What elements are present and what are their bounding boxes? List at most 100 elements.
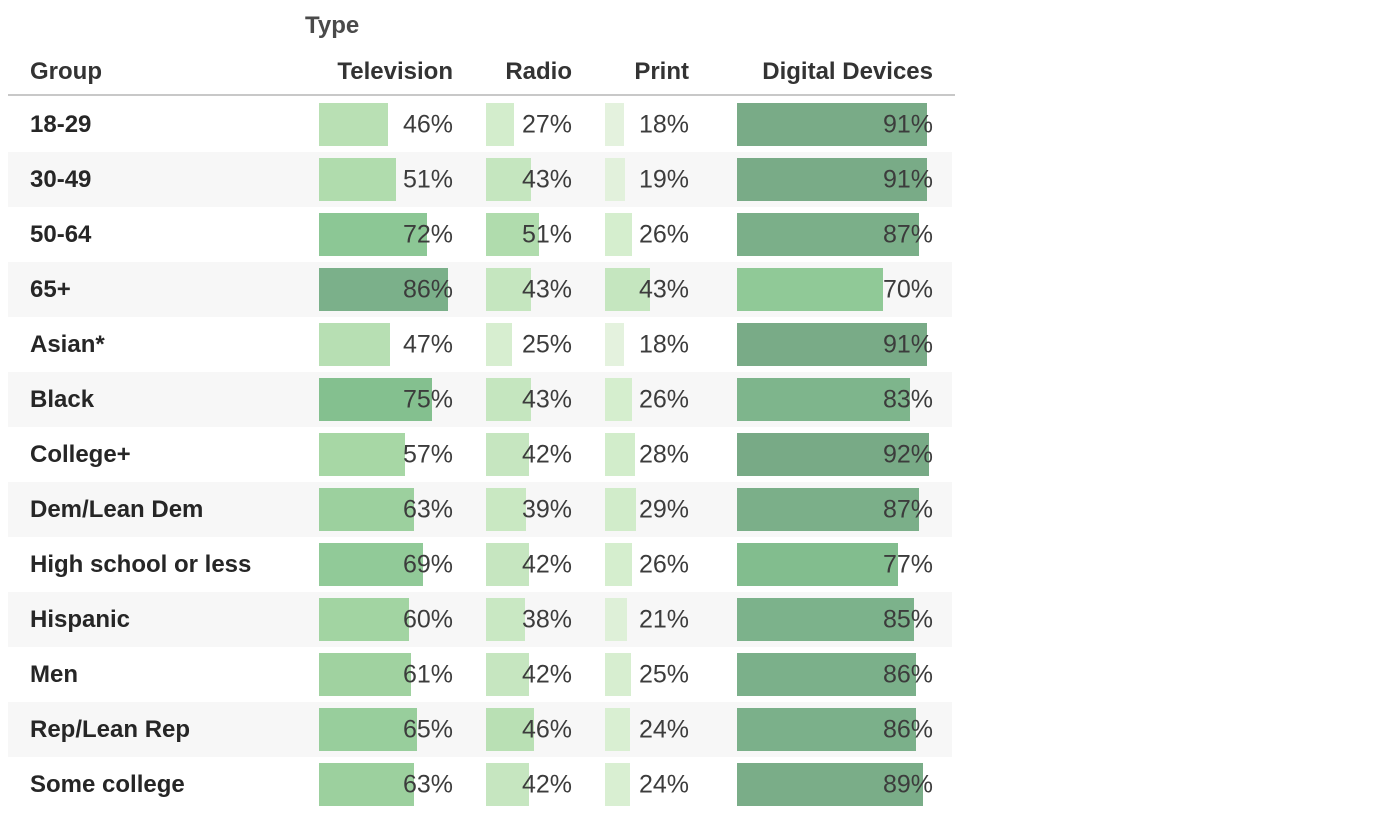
value-label: 91% — [882, 330, 933, 358]
value-bar — [486, 213, 539, 256]
value-bar — [605, 488, 636, 531]
table-row: Rep/Lean Rep 65% 46% 24% 86% — [8, 702, 952, 757]
value-label: 91% — [882, 165, 933, 193]
value-label: 57% — [402, 440, 453, 468]
table-body: 18-29 46% 27% 18% 91% 30-49 51% 43% 19% 91% 50-64 7… — [8, 97, 955, 812]
value-bar — [319, 543, 423, 586]
value-bar — [737, 268, 883, 311]
value-label: 51% — [402, 165, 453, 193]
value-bar — [605, 653, 631, 696]
value-label: 24% — [638, 715, 689, 743]
value-bar — [486, 378, 531, 421]
value-label: 26% — [638, 385, 689, 413]
row-group-label: Dem/Lean Dem — [30, 495, 204, 523]
value-label: 42% — [521, 770, 572, 798]
value-label: 18% — [638, 330, 689, 358]
value-label: 39% — [521, 495, 572, 523]
table-row: 30-49 51% 43% 19% 91% — [8, 152, 952, 207]
column-header-group: Group — [30, 58, 102, 85]
value-label: 43% — [521, 275, 572, 303]
value-bar — [319, 763, 414, 806]
row-group-label: High school or less — [30, 550, 252, 578]
table-row: 65+ 86% 43% 43% 70% — [8, 262, 952, 317]
row-group-label: College+ — [30, 440, 131, 468]
row-group-label: 65+ — [30, 275, 71, 303]
column-header-radio: Radio — [505, 58, 572, 85]
value-bar — [737, 543, 898, 586]
value-bar — [605, 158, 625, 201]
value-label: 24% — [638, 770, 689, 798]
value-label: 29% — [638, 495, 689, 523]
row-group-label: Some college — [30, 770, 185, 798]
value-label: 19% — [638, 165, 689, 193]
table-row: Men 61% 42% 25% 86% — [8, 647, 952, 702]
value-bar — [319, 378, 432, 421]
type-axis-title: Type — [305, 12, 360, 39]
value-bar — [486, 323, 512, 366]
value-label: 38% — [521, 605, 572, 633]
table-row: 18-29 46% 27% 18% 91% — [8, 97, 952, 152]
value-label: 85% — [882, 605, 933, 633]
value-label: 27% — [521, 110, 572, 138]
value-bar — [605, 213, 632, 256]
value-bar — [319, 213, 427, 256]
column-header-row: Group Television Radio Print Digital Dev… — [8, 58, 955, 90]
value-bar — [605, 268, 650, 311]
value-label: 47% — [402, 330, 453, 358]
column-header-television: Television — [337, 58, 453, 85]
value-label: 61% — [402, 660, 453, 688]
value-label: 87% — [882, 495, 933, 523]
row-group-label: Asian* — [30, 330, 105, 358]
value-bar — [319, 268, 448, 311]
value-label: 28% — [638, 440, 689, 468]
table-row: Dem/Lean Dem 63% 39% 29% 87% — [8, 482, 952, 537]
value-label: 60% — [402, 605, 453, 633]
value-label: 65% — [402, 715, 453, 743]
value-label: 63% — [402, 495, 453, 523]
value-bar — [486, 708, 534, 751]
table-row: Some college 63% 42% 24% 89% — [8, 757, 952, 812]
value-bar — [319, 708, 417, 751]
value-bar — [605, 323, 624, 366]
table-row: 50-64 72% 51% 26% 87% — [8, 207, 952, 262]
value-label: 75% — [402, 385, 453, 413]
row-group-label: Rep/Lean Rep — [30, 715, 191, 743]
value-bar — [319, 158, 396, 201]
value-bar — [319, 323, 390, 366]
value-label: 86% — [882, 660, 933, 688]
value-bar — [486, 158, 531, 201]
value-label: 43% — [521, 165, 572, 193]
value-bar — [737, 103, 927, 146]
header-divider — [8, 94, 955, 96]
value-label: 86% — [882, 715, 933, 743]
row-group-label: Black — [30, 385, 95, 413]
value-bar — [605, 598, 627, 641]
value-label: 42% — [521, 440, 572, 468]
table-row: Hispanic 60% 38% 21% 85% — [8, 592, 952, 647]
value-label: 51% — [521, 220, 572, 248]
value-label: 46% — [402, 110, 453, 138]
value-bar — [486, 598, 525, 641]
value-label: 92% — [882, 440, 933, 468]
value-bar — [486, 433, 529, 476]
value-bar — [737, 708, 916, 751]
value-bar — [605, 378, 632, 421]
value-bar — [737, 323, 927, 366]
value-bar — [737, 158, 927, 201]
row-group-label: 18-29 — [30, 110, 92, 138]
table-container: Type Group Television Radio Print Digita… — [8, 0, 955, 816]
value-bar — [737, 763, 923, 806]
value-label: 77% — [882, 550, 933, 578]
value-bar — [737, 598, 914, 641]
value-bar — [486, 488, 526, 531]
table-row: Asian* 47% 25% 18% 91% — [8, 317, 952, 372]
value-label: 26% — [638, 220, 689, 248]
value-bar — [737, 488, 919, 531]
value-bar — [737, 653, 916, 696]
value-label: 42% — [521, 550, 572, 578]
table-row: Black 75% 43% 26% 83% — [8, 372, 952, 427]
column-header-print: Print — [634, 58, 689, 85]
column-header-digital-devices: Digital Devices — [762, 58, 933, 85]
value-label: 87% — [882, 220, 933, 248]
